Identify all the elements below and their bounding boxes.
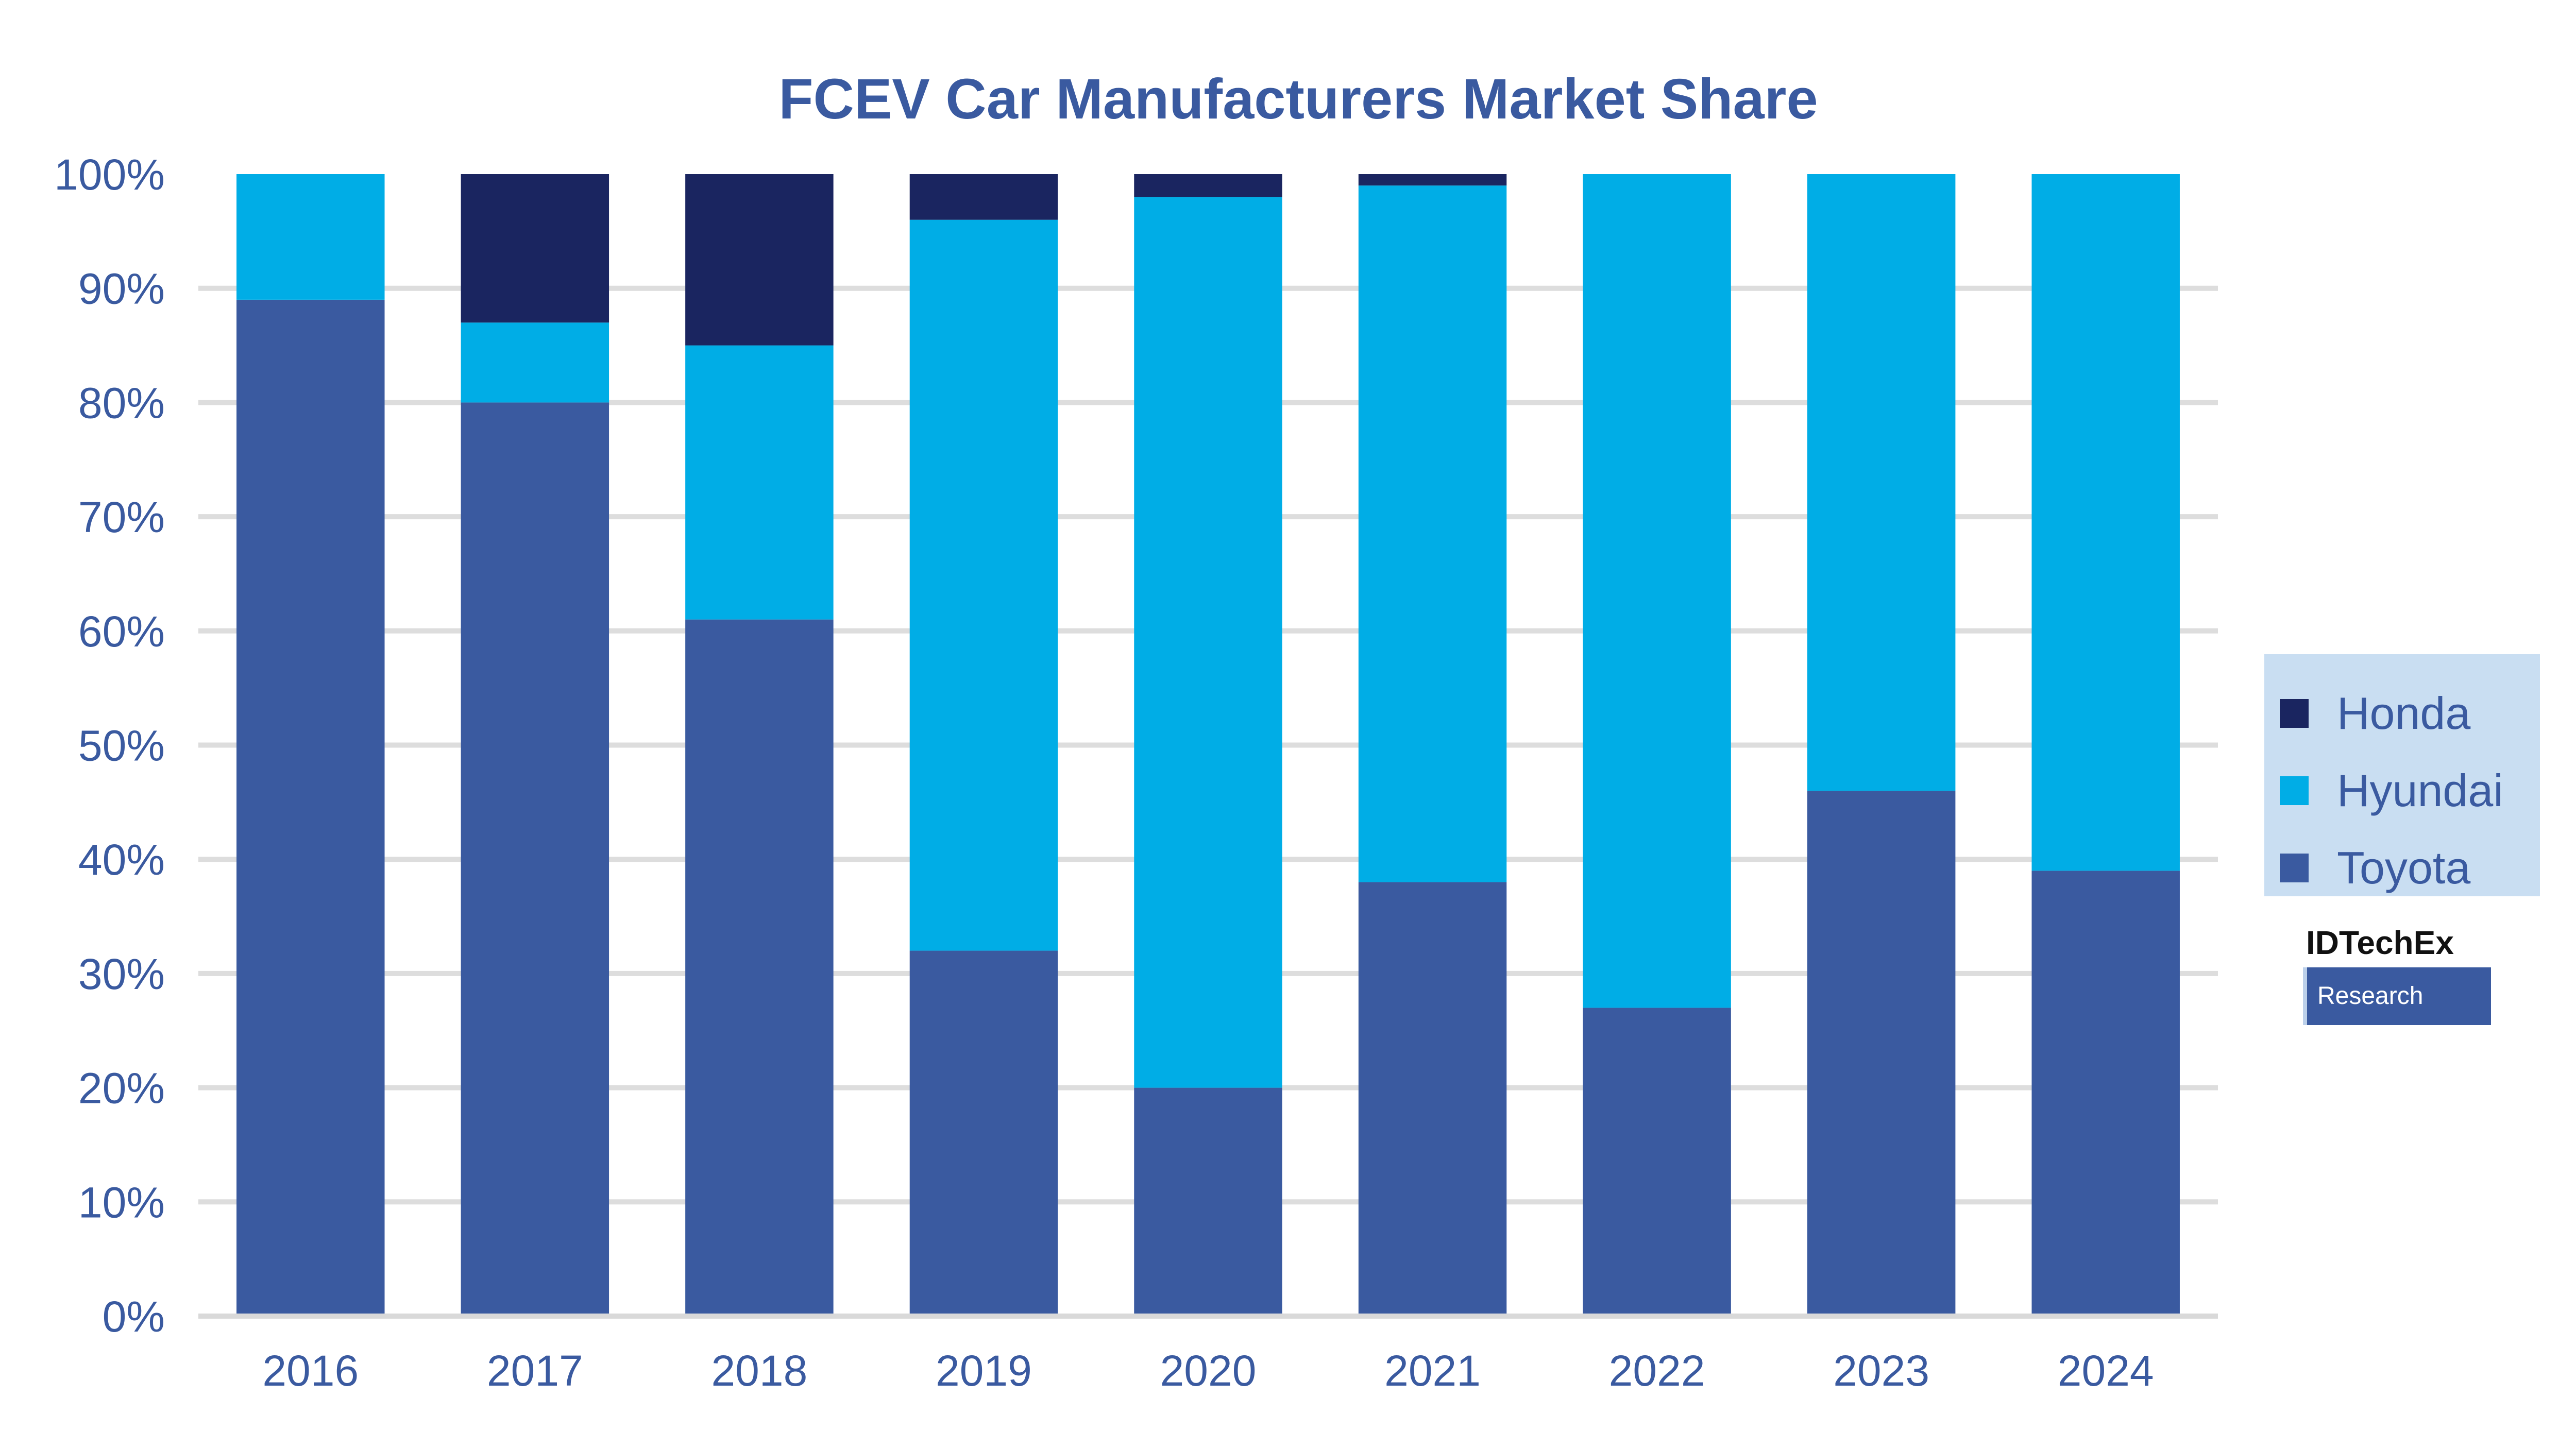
bar-honda-2021 [1358,174,1507,186]
x-tick-label: 2016 [262,1346,359,1395]
bar-hyundai-2023 [1807,174,1956,791]
x-axis-ticks: 2016 2017 2018 2019 2020 2021 2022 2023 2024 [262,1346,2154,1395]
y-tick-label: 80% [78,379,165,427]
logo-top-text: IDTechEx [2306,924,2454,961]
bar-toyota-2019 [909,950,1058,1316]
legend-swatch-honda [2280,699,2309,728]
x-tick-label: 2023 [1833,1346,1929,1395]
bar-toyota-2020 [1134,1087,1282,1316]
x-tick-label: 2019 [936,1346,1032,1395]
y-tick-label: 40% [78,836,165,884]
bar-toyota-2017 [461,402,609,1316]
bar-toyota-2018 [685,619,834,1316]
bar-honda-2019 [909,174,1058,220]
legend-label-honda: Honda [2337,688,2471,739]
bar-toyota-2024 [2031,871,2180,1316]
y-tick-label: 0% [103,1292,165,1341]
bar-hyundai-2024 [2031,174,2180,871]
x-tick-label: 2018 [711,1346,807,1395]
bar-honda-2017 [461,174,609,323]
legend-swatch-toyota [2280,854,2309,882]
bar-honda-2020 [1134,174,1282,197]
bars [236,174,2180,1316]
y-tick-label: 70% [78,493,165,541]
x-tick-label: 2020 [1160,1346,1257,1395]
legend-label-hyundai: Hyundai [2337,765,2503,816]
bar-toyota-2023 [1807,791,1956,1316]
y-tick-label: 20% [78,1064,165,1113]
bar-toyota-2016 [236,299,385,1316]
chart-title: FCEV Car Manufacturers Market Share [778,67,1818,131]
x-tick-label: 2021 [1384,1346,1481,1395]
y-tick-label: 50% [78,722,165,770]
bar-honda-2018 [685,174,834,346]
legend-item-honda: Honda [2280,675,2540,752]
x-tick-label: 2024 [2058,1346,2154,1395]
y-tick-label: 90% [78,265,165,313]
y-axis-ticks: 0% 10% 20% 30% 40% 50% 60% 70% 80% 90% 100% [54,150,165,1341]
bar-hyundai-2018 [685,345,834,620]
y-tick-label: 60% [78,607,165,656]
legend-item-toyota: Toyota [2280,829,2540,907]
bar-hyundai-2021 [1358,185,1507,882]
legend: Honda Hyundai Toyota [2264,654,2540,896]
legend-item-hyundai: Hyundai [2280,752,2540,829]
x-tick-label: 2017 [487,1346,583,1395]
y-tick-label: 30% [78,950,165,998]
logo-bottom-text: Research [2303,967,2491,1025]
legend-label-toyota: Toyota [2337,842,2471,893]
y-tick-label: 10% [78,1178,165,1226]
bar-toyota-2022 [1583,1008,1731,1316]
legend-swatch-hyundai [2280,776,2309,805]
bar-hyundai-2020 [1134,197,1282,1088]
y-tick-label: 100% [54,150,165,199]
bar-toyota-2021 [1358,882,1507,1316]
idtechex-logo: IDTechEx Research [2303,922,2491,1025]
bar-hyundai-2019 [909,219,1058,951]
bar-hyundai-2022 [1583,174,1731,1008]
x-tick-label: 2022 [1609,1346,1705,1395]
bar-hyundai-2017 [461,322,609,403]
bar-hyundai-2016 [236,174,385,300]
